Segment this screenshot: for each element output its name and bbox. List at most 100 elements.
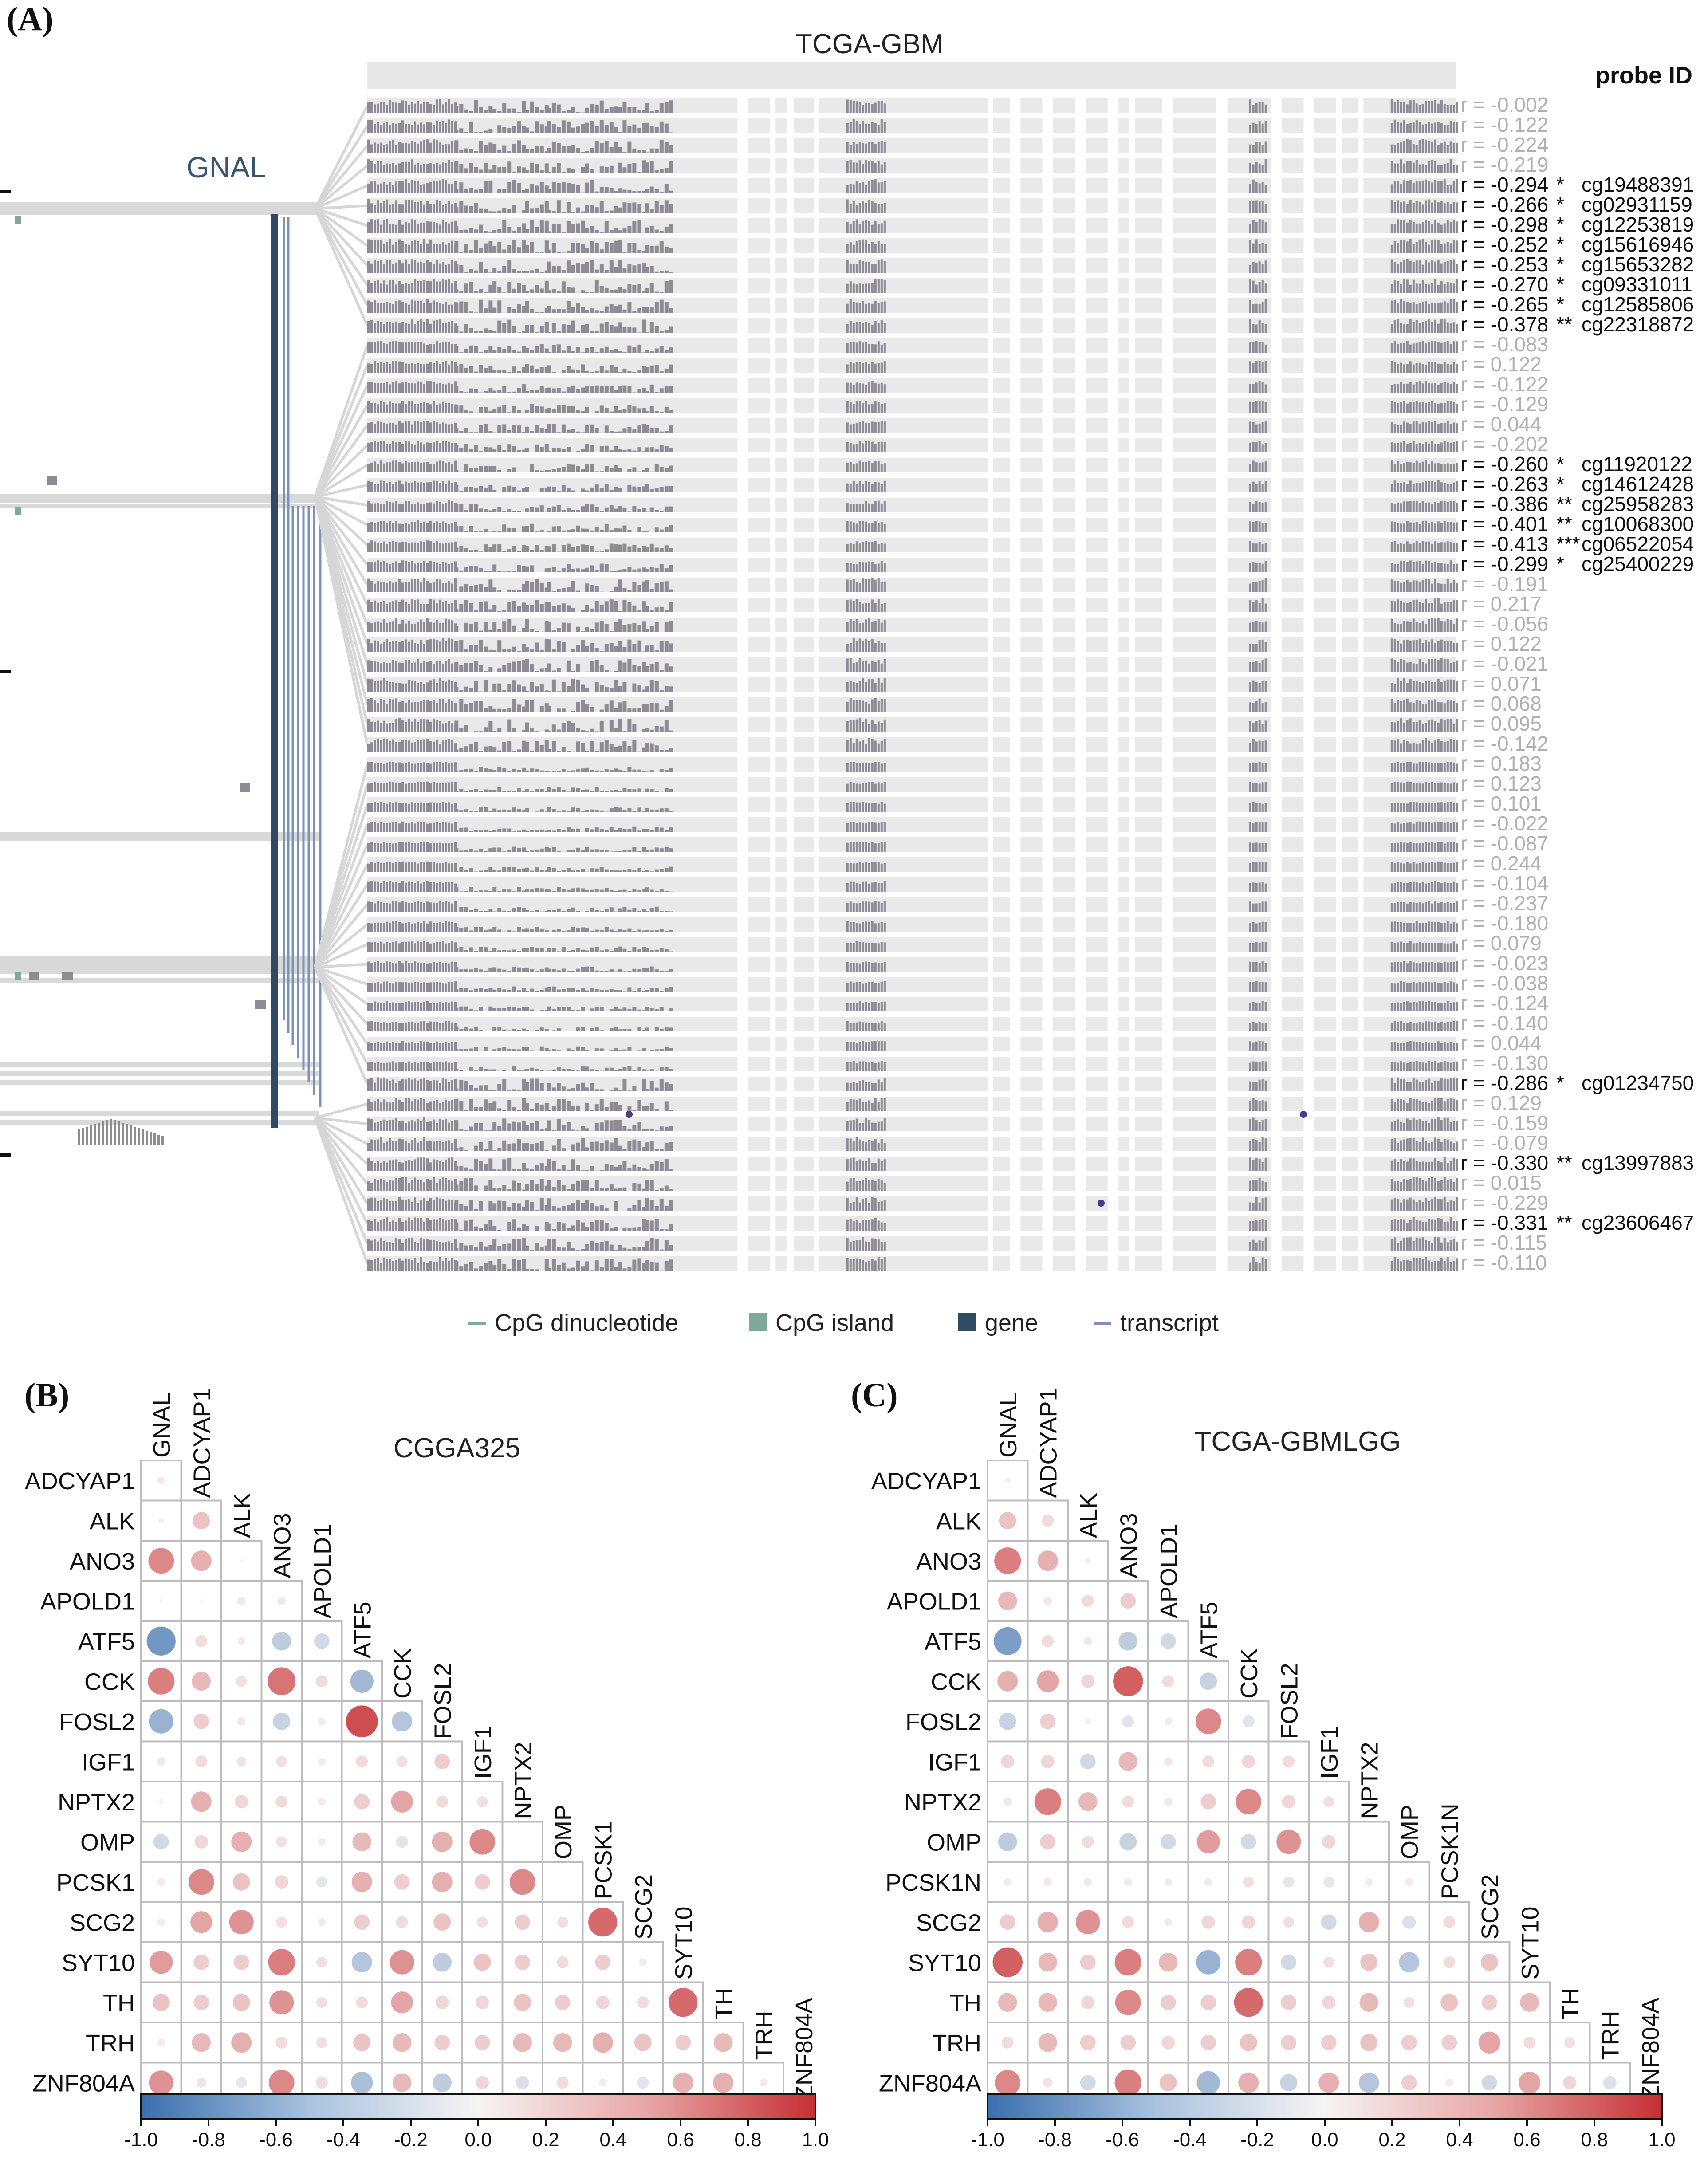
track-gap: [1271, 797, 1282, 812]
methylation-bar: [530, 404, 534, 413]
methylation-bar: [517, 166, 521, 173]
track-gap: [1009, 538, 1021, 552]
methylation-bar: [411, 599, 413, 612]
methylation-bar: [386, 583, 388, 592]
methylation-bar: [392, 403, 394, 413]
methylation-bar: [571, 679, 575, 692]
methylation-bar: [1456, 423, 1458, 433]
track-gap: [1303, 498, 1314, 512]
methylation-bar: [659, 808, 664, 812]
track-row: [367, 318, 1458, 333]
methylation-bar: [1397, 384, 1399, 393]
methylation-bar: [1421, 422, 1424, 433]
track-row: [367, 158, 1458, 173]
methylation-bar: [1249, 743, 1251, 752]
methylation-bar: [1415, 743, 1418, 752]
methylation-bar: [846, 283, 849, 293]
methylation-bar: [374, 104, 376, 113]
methylation-bar: [374, 739, 376, 752]
track-gap: [1107, 777, 1119, 792]
methylation-bar: [497, 390, 502, 393]
methylation-bar: [669, 564, 673, 572]
methylation-bar: [374, 700, 376, 712]
methylation-bar: [395, 341, 397, 353]
methylation-bar: [581, 290, 585, 293]
methylation-bar: [627, 567, 632, 572]
methylation-bar: [649, 507, 654, 512]
methylation-bar: [1449, 560, 1452, 572]
methylation-bar: [454, 460, 457, 472]
track-gap: [1216, 657, 1228, 672]
methylation-bar: [1440, 464, 1443, 472]
methylation-bar: [1261, 503, 1264, 512]
track-gap: [1216, 498, 1228, 512]
methylation-bar: [614, 206, 618, 213]
track-gap: [1358, 578, 1364, 592]
methylation-bar: [1252, 220, 1255, 233]
methylation-bar: [1428, 659, 1430, 672]
methylation-bar: [1409, 443, 1412, 452]
methylation-bar: [1431, 123, 1433, 133]
methylation-bar: [454, 749, 459, 752]
methylation-bar: [436, 259, 438, 273]
methylation-bar: [429, 239, 432, 253]
methylation-bar: [405, 244, 407, 253]
connector-line: [314, 365, 369, 498]
methylation-bar: [1434, 261, 1436, 273]
methylation-bar: [632, 644, 637, 652]
methylation-bar: [377, 122, 379, 133]
methylation-bar: [429, 622, 432, 632]
methylation-bar: [507, 151, 512, 153]
methylation-bar: [1415, 119, 1418, 133]
methylation-bar: [386, 681, 388, 692]
track-gap: [1271, 498, 1282, 512]
methylation-bar: [439, 783, 441, 792]
methylation-bar: [874, 244, 877, 253]
methylation-bar: [525, 742, 529, 752]
methylation-bar: [632, 148, 637, 153]
track-gap: [737, 238, 748, 253]
methylation-bar: [423, 102, 425, 113]
methylation-bar: [525, 789, 529, 792]
methylation-bar: [398, 602, 401, 612]
methylation-bar: [395, 618, 397, 632]
methylation-bar: [1400, 202, 1402, 213]
methylation-bar: [401, 599, 404, 612]
methylation-bar: [594, 269, 599, 273]
methylation-bar: [1264, 702, 1267, 712]
methylation-bar: [507, 227, 512, 233]
methylation-bar: [454, 803, 457, 812]
methylation-bar: [544, 348, 549, 353]
methylation-bar: [479, 352, 483, 353]
methylation-bar: [858, 341, 861, 353]
track-gap: [1107, 677, 1119, 692]
methylation-bar: [1431, 224, 1433, 233]
methylation-bar: [561, 622, 566, 632]
methylation-bar: [637, 408, 641, 413]
track-gap: [1075, 438, 1086, 452]
methylation-bar: [880, 421, 883, 433]
connector-lines: [314, 105, 369, 1264]
methylation-bar: [576, 112, 580, 113]
methylation-bar: [1397, 163, 1399, 173]
methylation-bar: [581, 811, 585, 812]
methylation-bar: [855, 241, 858, 253]
track-gap: [786, 458, 794, 472]
methylation-bar: [439, 762, 441, 772]
methylation-bar: [389, 342, 391, 353]
methylation-bar: [392, 621, 394, 632]
methylation-bar: [389, 303, 391, 313]
track-gap: [1336, 218, 1342, 233]
methylation-bar: [1403, 401, 1405, 413]
methylation-bar: [547, 171, 551, 173]
methylation-bar: [858, 460, 861, 472]
methylation-bar: [530, 431, 534, 433]
methylation-bar: [642, 811, 646, 812]
methylation-bar: [386, 523, 388, 532]
methylation-bar: [1440, 482, 1443, 492]
track-gap: [786, 198, 794, 213]
methylation-bar: [1456, 364, 1458, 373]
methylation-bar: [865, 401, 867, 413]
methylation-bar: [417, 381, 419, 393]
methylation-bar: [618, 351, 622, 353]
